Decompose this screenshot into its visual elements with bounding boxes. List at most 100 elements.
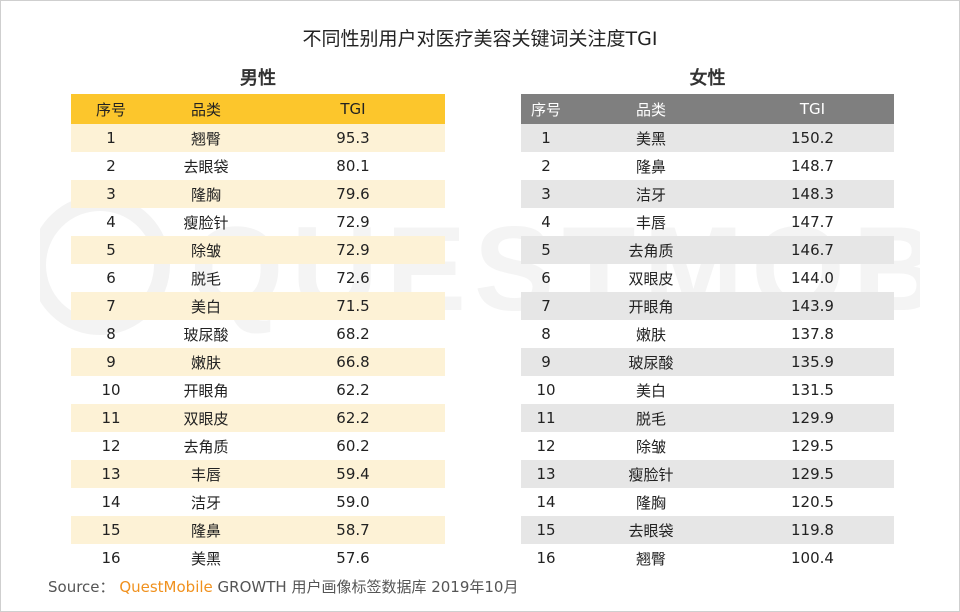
tgi-value-cell: 150.2 bbox=[731, 124, 894, 152]
rank-cell: 10 bbox=[101, 381, 121, 399]
rank-cell: 7 bbox=[71, 292, 151, 320]
category-cell: 美黑 bbox=[190, 549, 221, 568]
tgi-value-cell: 144.0 bbox=[791, 269, 834, 287]
male-table-row: 2 去眼袋 80.1 bbox=[71, 152, 445, 180]
source-brand: QuestMobile bbox=[119, 578, 213, 596]
category-cell: 洁牙 bbox=[571, 180, 731, 208]
female-table-row: 2 隆鼻 148.7 bbox=[521, 152, 894, 180]
category-cell: 去角质 bbox=[571, 236, 731, 264]
column-header-tgi: TGI bbox=[340, 100, 366, 118]
rank-cell: 5 bbox=[71, 236, 151, 264]
category-cell: 美黑 bbox=[571, 124, 731, 152]
female-table-row: 6 双眼皮 144.0 bbox=[521, 264, 894, 292]
tgi-value-cell: 71.5 bbox=[261, 292, 445, 320]
category-cell: 翘臀 bbox=[151, 124, 261, 152]
male-table-row: 16 美黑 57.6 bbox=[71, 544, 445, 572]
column-header-tgi: TGI bbox=[799, 100, 826, 118]
category-cell: 隆鼻 bbox=[151, 516, 261, 544]
rank-cell: 10 bbox=[536, 381, 556, 399]
rank-cell: 9 bbox=[521, 348, 571, 376]
male-table-row: 11 双眼皮 62.2 bbox=[71, 404, 445, 432]
female-table-row: 8 嫩肤 137.8 bbox=[521, 320, 894, 348]
tgi-value-cell: 135.9 bbox=[731, 348, 894, 376]
rank-cell: 8 bbox=[541, 325, 551, 343]
category-cell: 去眼袋 bbox=[571, 516, 731, 544]
category-cell: 嫩肤 bbox=[635, 325, 666, 344]
rank-cell: 4 bbox=[106, 213, 116, 231]
rank-cell: 12 bbox=[536, 437, 556, 455]
tgi-value-cell: 79.6 bbox=[261, 180, 445, 208]
rank-cell: 7 bbox=[521, 292, 571, 320]
category-cell: 双眼皮 bbox=[628, 269, 674, 288]
female-section-title: 女性 bbox=[689, 68, 726, 89]
female-table-row: 16 翘臀 100.4 bbox=[521, 544, 894, 572]
male-section-title: 男性 bbox=[240, 68, 276, 89]
tgi-value-cell: 148.3 bbox=[731, 180, 894, 208]
rank-cell: 15 bbox=[71, 516, 151, 544]
category-cell: 玻尿酸 bbox=[571, 348, 731, 376]
rank-cell: 16 bbox=[536, 549, 556, 567]
source-note: Source： QuestMobile GROWTH 用户画像标签数据库 201… bbox=[48, 576, 518, 597]
tgi-value-cell: 58.7 bbox=[261, 516, 445, 544]
tgi-value-cell: 137.8 bbox=[791, 325, 834, 343]
male-table-row: 3 隆胸 79.6 bbox=[71, 180, 445, 208]
category-cell: 开眼角 bbox=[571, 292, 731, 320]
category-cell: 瘦脸针 bbox=[183, 213, 229, 232]
category-cell: 隆胸 bbox=[635, 493, 666, 512]
tgi-value-cell: 72.9 bbox=[261, 236, 445, 264]
female-table-row: 3 洁牙 148.3 bbox=[521, 180, 894, 208]
male-table-row: 13 丰唇 59.4 bbox=[71, 460, 445, 488]
column-header-rank: 序号 bbox=[530, 100, 561, 119]
tgi-value-cell: 66.8 bbox=[261, 348, 445, 376]
rank-cell: 11 bbox=[71, 404, 151, 432]
category-cell: 瘦脸针 bbox=[571, 460, 731, 488]
female-table-row: 9 玻尿酸 135.9 bbox=[521, 348, 894, 376]
rank-cell: 13 bbox=[521, 460, 571, 488]
category-cell: 嫩肤 bbox=[151, 348, 261, 376]
category-cell: 丰唇 bbox=[151, 460, 261, 488]
tgi-value-cell: 59.4 bbox=[261, 460, 445, 488]
male-table-row: 4 瘦脸针 72.9 bbox=[71, 208, 445, 236]
source-text: GROWTH 用户画像标签数据库 2019年10月 bbox=[217, 578, 519, 596]
tgi-value-cell: 72.6 bbox=[336, 269, 370, 287]
tgi-value-cell: 72.9 bbox=[336, 213, 370, 231]
category-cell: 洁牙 bbox=[190, 493, 221, 512]
rank-cell: 3 bbox=[71, 180, 151, 208]
category-cell: 去眼袋 bbox=[183, 157, 229, 176]
rank-cell: 12 bbox=[101, 437, 121, 455]
category-cell: 脱毛 bbox=[190, 269, 221, 288]
tgi-value-cell: 148.7 bbox=[791, 157, 834, 175]
chart-title: 不同性别用户对医疗美容关键词关注度TGI bbox=[302, 28, 658, 50]
male-table-row: 8 玻尿酸 68.2 bbox=[71, 320, 445, 348]
male-table-row: 9 嫩肤 66.8 bbox=[71, 348, 445, 376]
rank-cell: 6 bbox=[541, 269, 551, 287]
category-cell: 除皱 bbox=[635, 437, 666, 456]
source-prefix: Source： bbox=[48, 578, 115, 596]
female-table-row: 15 去眼袋 119.8 bbox=[521, 516, 894, 544]
tgi-value-cell: 60.2 bbox=[336, 437, 370, 455]
rank-cell: 6 bbox=[106, 269, 116, 287]
tgi-value-cell: 62.2 bbox=[261, 404, 445, 432]
female-table-row: 12 除皱 129.5 bbox=[521, 432, 894, 460]
tgi-value-cell: 146.7 bbox=[731, 236, 894, 264]
female-table-row: 5 去角质 146.7 bbox=[521, 236, 894, 264]
rank-cell: 13 bbox=[71, 460, 151, 488]
female-table-row: 1 美黑 150.2 bbox=[521, 124, 894, 152]
rank-cell: 2 bbox=[106, 157, 116, 175]
tgi-value-cell: 68.2 bbox=[336, 325, 370, 343]
tgi-value-cell: 131.5 bbox=[791, 381, 834, 399]
column-header-category: 品类 bbox=[635, 100, 666, 119]
rank-cell: 4 bbox=[541, 213, 551, 231]
female-tgi-table: 序号 品类 TGI 1 美黑 150.2 2 隆鼻 148.7 3 洁牙 148.3 4 丰唇 147… bbox=[521, 94, 894, 572]
category-cell: 脱毛 bbox=[571, 404, 731, 432]
category-cell: 隆鼻 bbox=[635, 157, 666, 176]
category-cell: 玻尿酸 bbox=[183, 325, 229, 344]
rank-cell: 15 bbox=[521, 516, 571, 544]
tgi-value-cell: 120.5 bbox=[791, 493, 834, 511]
column-header-rank: 序号 bbox=[95, 100, 126, 119]
category-cell: 去角质 bbox=[183, 437, 229, 456]
male-table-row: 7 美白 71.5 bbox=[71, 292, 445, 320]
category-cell: 美白 bbox=[635, 381, 666, 400]
male-table-row: 12 去角质 60.2 bbox=[71, 432, 445, 460]
male-table-header: 序号 品类 TGI bbox=[71, 94, 445, 124]
